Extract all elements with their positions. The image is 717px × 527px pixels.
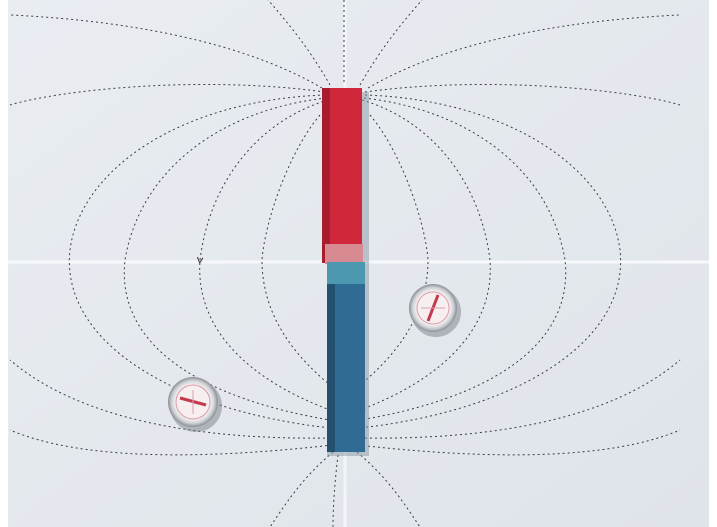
bar-magnet [322, 88, 369, 456]
compass [168, 377, 222, 432]
field-lines-left [9, 0, 339, 527]
compass [409, 284, 461, 337]
field-lines-right [356, 0, 681, 527]
